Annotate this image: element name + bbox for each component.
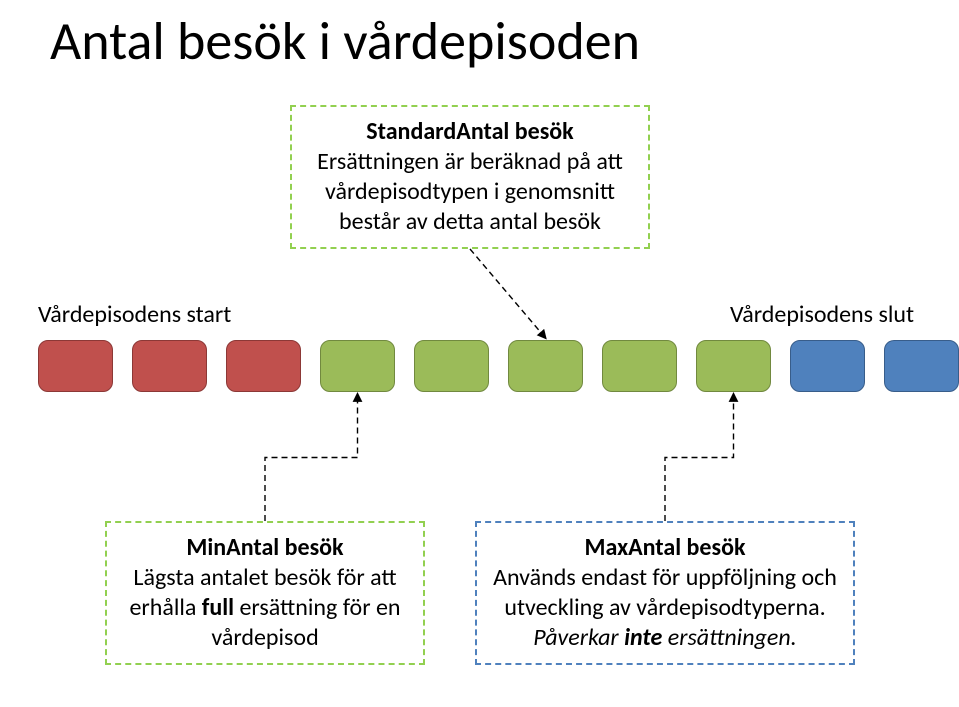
- bottom-left-heading: MinAntal besök: [121, 533, 409, 563]
- axis-end-label: Vårdepisodens slut: [730, 300, 914, 329]
- timeline-box: [38, 340, 113, 392]
- boxes-row: [38, 340, 959, 392]
- top-callout-heading: StandardAntal besök: [306, 117, 634, 147]
- bottom-left-callout: MinAntal besök Lägsta antalet besök för …: [105, 521, 425, 665]
- timeline-box: [696, 340, 771, 392]
- top-callout: StandardAntal besök Ersättningen är berä…: [290, 105, 650, 249]
- bottom-right-body: Används endast för uppföljning och utvec…: [493, 563, 837, 652]
- timeline-box: [508, 340, 583, 392]
- top-callout-body: Ersättningen är beräknad på att vårdepis…: [317, 147, 623, 236]
- timeline-box: [602, 340, 677, 392]
- bottom-right-callout: MaxAntal besök Används endast för uppföl…: [475, 521, 855, 665]
- bottom-right-heading: MaxAntal besök: [491, 533, 839, 563]
- timeline-box: [884, 340, 959, 392]
- timeline-box: [320, 340, 395, 392]
- timeline-box: [132, 340, 207, 392]
- timeline-box: [414, 340, 489, 392]
- timeline-box: [226, 340, 301, 392]
- page-title: Antal besök i vårdepisoden: [50, 8, 640, 74]
- timeline-box: [790, 340, 865, 392]
- bottom-left-body: Lägsta antalet besök för att erhålla ful…: [129, 563, 400, 652]
- axis-start-label: Vårdepisodens start: [38, 300, 231, 329]
